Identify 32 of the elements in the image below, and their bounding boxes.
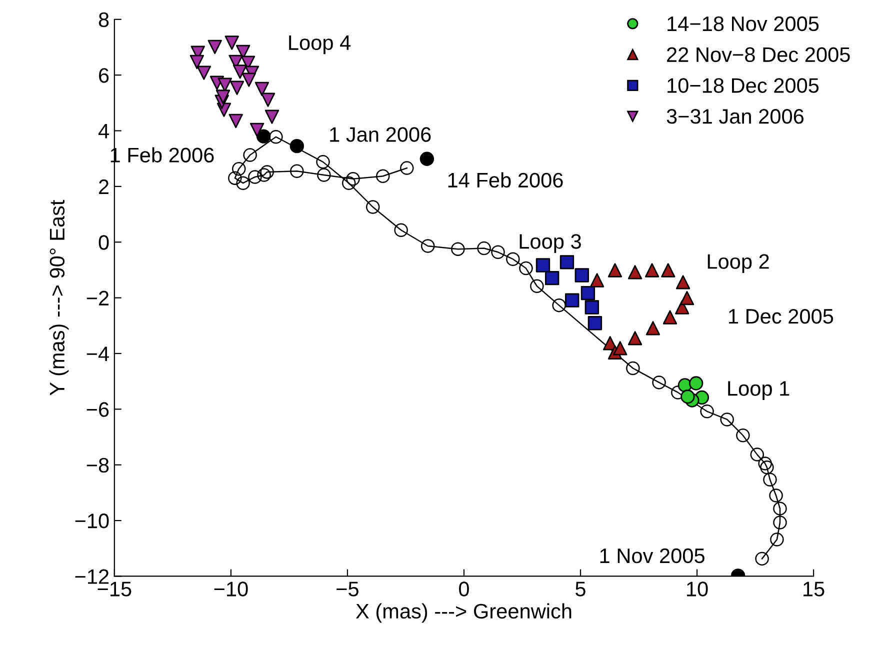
annotation: Loop 3 xyxy=(520,234,581,253)
y-tick-label: 6 xyxy=(99,68,109,83)
x-tick-label: 0 xyxy=(459,582,469,596)
x-tick-label: 10 xyxy=(687,582,708,596)
annotation: 1 Nov 2005 xyxy=(600,548,704,564)
y-axis-title: Y (mas) ---> 90° East xyxy=(49,200,69,396)
y-tick-label: 2 xyxy=(99,179,109,194)
y-tick-label: 0 xyxy=(98,235,109,250)
annotation: 14 Feb 2006 xyxy=(448,172,563,188)
legend-label: 14−18 Nov 2005 xyxy=(668,16,819,32)
x-tick-label: 5 xyxy=(576,582,586,596)
annotation: Loop 4 xyxy=(289,35,351,54)
annotation: Loop 1 xyxy=(728,381,790,400)
y-tick-label: −10 xyxy=(75,514,109,528)
y-tick-label: −4 xyxy=(86,346,109,362)
legend-label: 10−18 Dec 2005 xyxy=(668,78,819,93)
y-tick-label: −12 xyxy=(75,569,109,584)
y-tick-label: −8 xyxy=(86,458,109,473)
y-tick-label: −2 xyxy=(86,290,109,306)
x-tick-label: 15 xyxy=(804,582,824,596)
y-tick-label: −6 xyxy=(86,402,109,417)
x-tick-label: −15 xyxy=(98,582,132,596)
legend-label: 3−31 Jan 2006 xyxy=(666,109,804,124)
annotation: 1 Jan 2006 xyxy=(330,127,431,142)
x-axis-title: X (mas) ---> Greenwich xyxy=(356,603,572,623)
x-tick-label: −5 xyxy=(336,582,358,596)
annotation: 1 Dec 2005 xyxy=(728,308,834,324)
y-tick-label: 8 xyxy=(98,12,109,28)
x-tick-label: −10 xyxy=(214,582,248,596)
y-tick-label: 4 xyxy=(98,124,109,138)
annotation: Loop 2 xyxy=(708,254,769,273)
legend-label: 22 Nov−8 Dec 2005 xyxy=(667,47,850,62)
